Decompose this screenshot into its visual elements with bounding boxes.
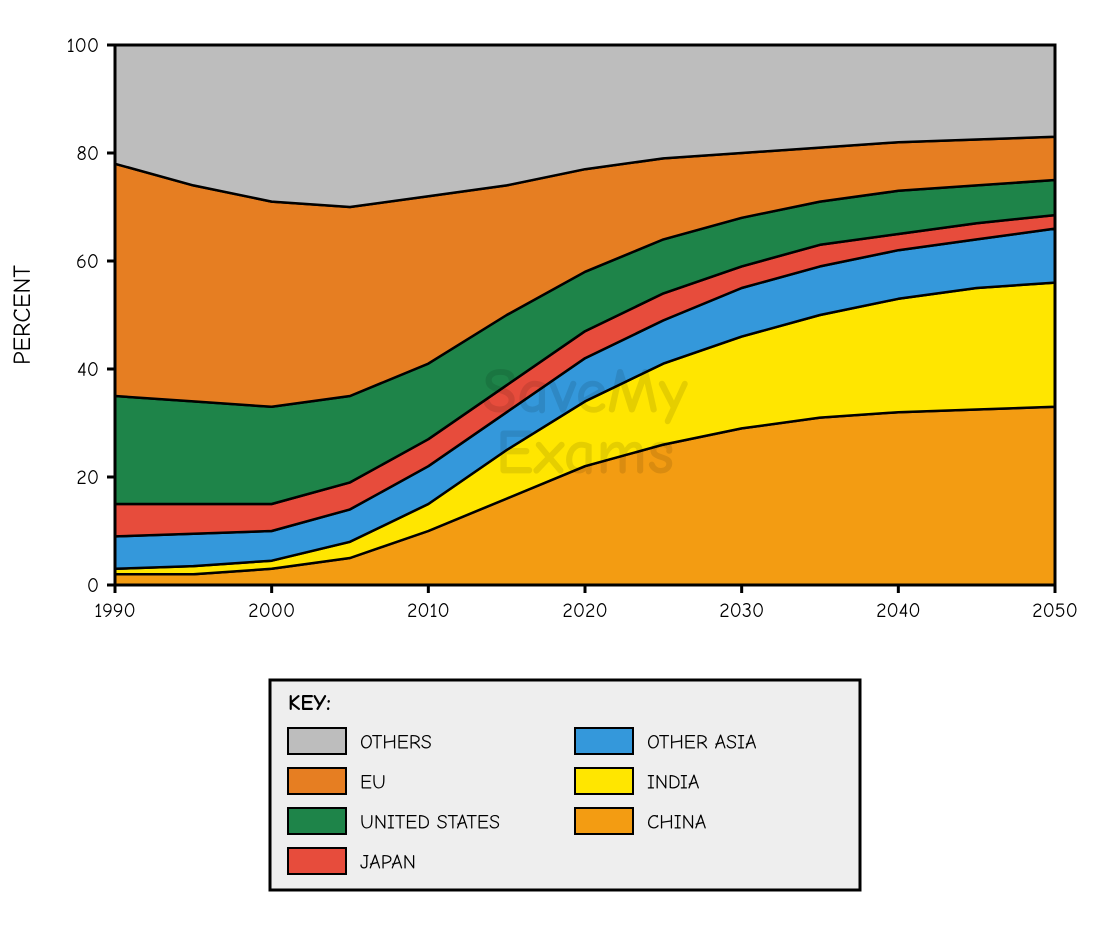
legend-label-japan: JAPAN xyxy=(360,850,416,873)
xtick-label: 2020 xyxy=(562,599,607,622)
legend-swatch-japan xyxy=(288,848,346,874)
xtick-label: 2000 xyxy=(248,599,295,622)
legend-label-united_states: UNITED STATES xyxy=(360,810,500,833)
xtick-label: 2030 xyxy=(719,599,764,622)
chart-container: 0204060801001990200020102020203020402050… xyxy=(0,0,1100,921)
y-axis-label: PERCENT xyxy=(8,265,36,365)
legend-swatch-china xyxy=(575,808,633,834)
ytick-label: 80 xyxy=(77,142,99,165)
watermark-line2: Exams xyxy=(496,415,675,489)
ytick-label: 0 xyxy=(87,574,99,597)
ytick-label: 20 xyxy=(76,466,99,489)
legend-swatch-india xyxy=(575,768,633,794)
legend-swatch-other_asia xyxy=(575,728,633,754)
legend-swatch-eu xyxy=(288,768,346,794)
legend-label-others: OTHERS xyxy=(360,730,432,753)
watermark: SaveMyExams xyxy=(482,354,689,489)
legend-label-china: CHINA xyxy=(647,810,707,833)
chart-svg: 0204060801001990200020102020203020402050… xyxy=(0,0,1100,921)
legend-title: KEY: xyxy=(288,690,331,716)
ytick-label: 60 xyxy=(76,250,99,273)
legend-box xyxy=(270,680,860,890)
legend-swatch-united_states xyxy=(288,808,346,834)
ytick-label: 40 xyxy=(77,358,99,381)
legend-label-other_asia: OTHER ASIA xyxy=(647,730,757,753)
legend-label-india: INDIA xyxy=(647,770,700,793)
xtick-label: 2040 xyxy=(876,599,921,622)
xtick-label: 2050 xyxy=(1032,599,1078,622)
xtick-label: 1990 xyxy=(94,599,135,622)
legend-swatch-others xyxy=(288,728,346,754)
ytick-label: 100 xyxy=(67,34,99,57)
xtick-label: 2010 xyxy=(407,599,450,622)
legend-label-eu: EU xyxy=(360,770,386,793)
